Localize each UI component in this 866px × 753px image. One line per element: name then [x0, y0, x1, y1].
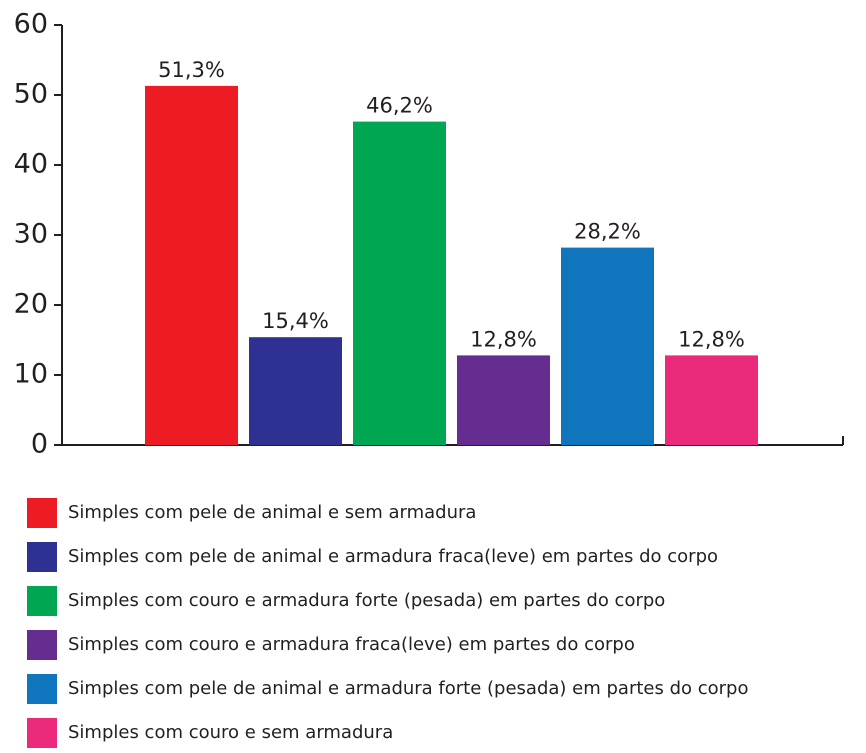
- legend-label: Simples com couro e armadura fraca(leve)…: [68, 634, 635, 655]
- y-tick-label: 60: [14, 9, 48, 40]
- y-tick-label: 0: [31, 429, 48, 460]
- bar: [561, 247, 654, 445]
- value-label: 51,3%: [158, 58, 225, 82]
- legend-label: Simples com couro e armadura forte (pesa…: [68, 590, 665, 611]
- legend-swatch: [27, 498, 57, 528]
- legend-label: Simples com pele de animal e armadura fo…: [68, 678, 749, 699]
- value-label: 46,2%: [366, 94, 433, 118]
- legend-label: Simples com pele de animal e sem armadur…: [68, 502, 476, 523]
- y-tick-label: 20: [14, 289, 48, 320]
- bar: [145, 85, 238, 446]
- legend-swatch: [27, 542, 57, 572]
- value-label: 28,2%: [574, 220, 641, 244]
- bar: [249, 337, 342, 445]
- value-label: 12,8%: [470, 327, 537, 351]
- legend-label: Simples com pele de animal e armadura fr…: [68, 546, 718, 567]
- bar: [665, 355, 758, 445]
- legend-swatch: [27, 674, 57, 704]
- bar: [353, 121, 446, 445]
- legend-swatch: [27, 718, 57, 748]
- y-tick-label: 10: [14, 359, 48, 390]
- value-label: 15,4%: [262, 309, 329, 333]
- y-tick-label: 50: [14, 79, 48, 110]
- legend-swatch: [27, 586, 57, 616]
- y-tick-label: 40: [14, 149, 48, 180]
- legend-swatch: [27, 630, 57, 660]
- value-label: 12,8%: [678, 327, 745, 351]
- bar: [457, 355, 550, 445]
- legend-label: Simples com couro e sem armadura: [68, 722, 393, 743]
- y-tick-label: 30: [14, 219, 48, 250]
